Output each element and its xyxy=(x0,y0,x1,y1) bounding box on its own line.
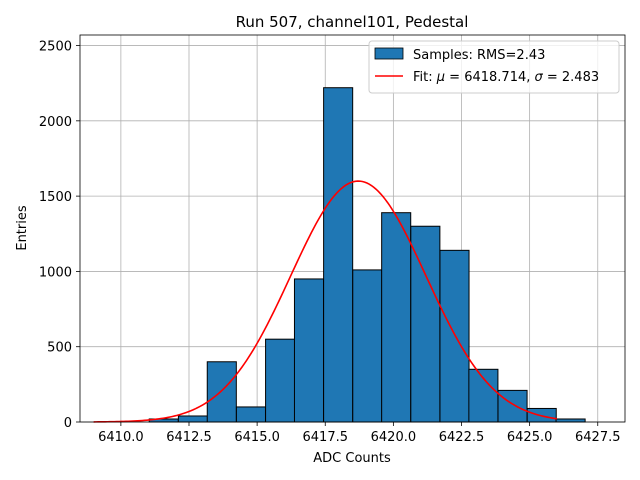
y-tick-label: 2500 xyxy=(39,40,72,55)
legend-fit-prefix: Fit: xyxy=(413,70,437,85)
y-tick-label: 1500 xyxy=(39,190,72,205)
legend: Samples: RMS=2.43 Fit: μ = 6418.714, σ =… xyxy=(368,40,620,94)
legend-fit-mu-value: = 6418.714, xyxy=(445,70,534,85)
y-tick-label: 1000 xyxy=(39,265,72,280)
histogram-bar xyxy=(177,415,208,423)
fit-curve xyxy=(93,180,557,423)
histogram-bar xyxy=(323,87,354,423)
histogram-bar xyxy=(410,225,441,423)
histogram-bar xyxy=(555,418,586,423)
x-tick-label: 6427.5 xyxy=(575,430,621,445)
histogram-bar xyxy=(439,249,470,423)
x-tick-label: 6425.0 xyxy=(507,430,553,445)
y-tick-label: 2000 xyxy=(39,115,72,130)
histogram-bar xyxy=(265,338,296,423)
legend-fit-sigma-value: = 2.483 xyxy=(543,70,599,85)
y-axis-ticks: 0 500 1000 1500 2000 2500 xyxy=(39,40,80,431)
x-tick-label: 6415.0 xyxy=(234,430,280,445)
legend-frame xyxy=(368,40,620,94)
y-axis-label: Entries xyxy=(15,205,30,251)
histogram-bar xyxy=(293,278,325,423)
legend-label-fit: Fit: μ = 6418.714, σ = 2.483 xyxy=(413,70,599,85)
chart-title: Run 507, channel101, Pedestal xyxy=(236,13,469,31)
histogram-bar xyxy=(206,361,237,423)
x-tick-label: 6410.0 xyxy=(98,430,144,445)
y-tick-label: 500 xyxy=(47,341,72,356)
x-tick-label: 6422.5 xyxy=(439,430,485,445)
histogram-bar xyxy=(352,269,383,423)
x-axis-ticks: 6410.0 6412.5 6415.0 6417.5 6420.0 6422.5 6425… xyxy=(98,422,621,445)
histogram-bar xyxy=(497,389,528,423)
legend-swatch-samples xyxy=(374,47,404,60)
x-axis-label: ADC Counts xyxy=(313,451,391,466)
legend-fit-mu-symbol: μ xyxy=(436,70,445,85)
legend-label-samples: Samples: RMS=2.43 xyxy=(413,48,545,63)
y-tick-label: 0 xyxy=(64,416,72,431)
x-tick-label: 6412.5 xyxy=(166,430,212,445)
x-tick-label: 6420.0 xyxy=(371,430,417,445)
legend-fit-sigma-symbol: σ xyxy=(535,70,544,85)
histogram-bars xyxy=(148,87,586,423)
plot-frame xyxy=(79,34,626,423)
histogram-bar xyxy=(235,406,266,423)
histogram-bar xyxy=(381,212,412,423)
x-tick-label: 6417.5 xyxy=(303,430,349,445)
